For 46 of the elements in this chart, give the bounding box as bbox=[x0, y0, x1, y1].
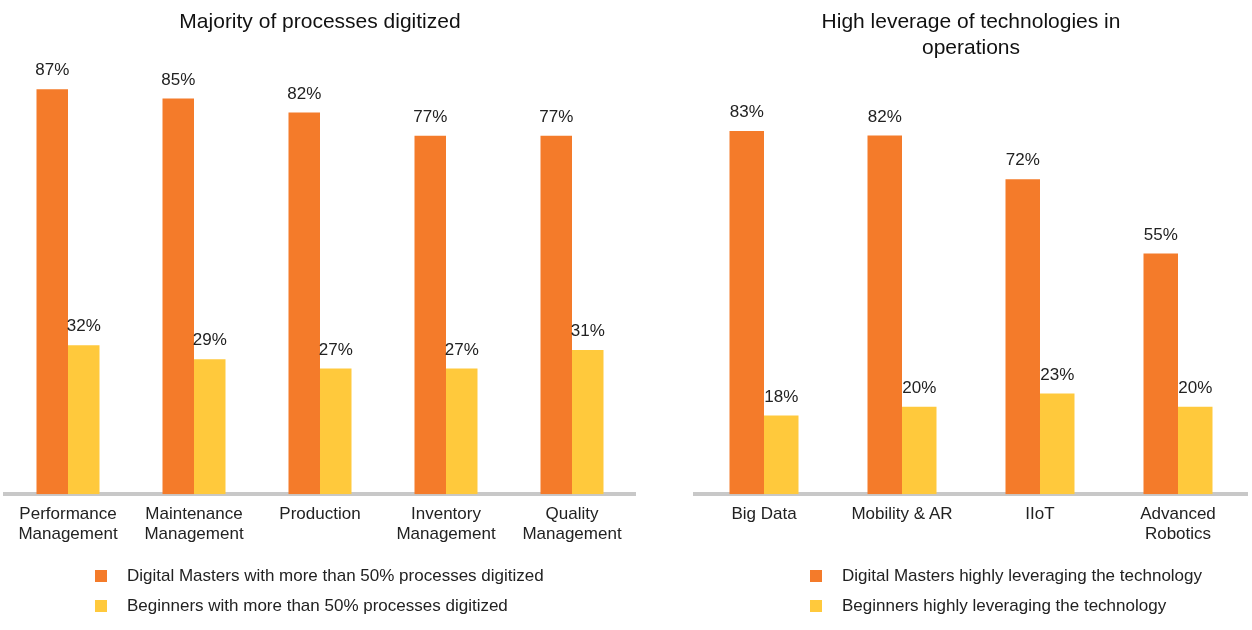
data-label: 72% bbox=[1005, 150, 1040, 170]
x-tick-label: Advanced Robotics bbox=[1140, 504, 1216, 544]
data-label: 55% bbox=[1143, 224, 1178, 244]
data-label: 82% bbox=[867, 106, 902, 126]
chart-title: Majority of processes digitized bbox=[179, 9, 461, 33]
bar bbox=[902, 406, 937, 495]
data-label: 82% bbox=[287, 83, 322, 103]
bar bbox=[194, 359, 226, 495]
data-label: 20% bbox=[902, 377, 937, 397]
bar bbox=[1178, 406, 1213, 495]
bar bbox=[1143, 253, 1178, 495]
bar bbox=[68, 345, 100, 495]
bar bbox=[288, 112, 320, 495]
bar bbox=[446, 368, 478, 495]
legend-label: Beginners with more than 50% processes digitized bbox=[127, 596, 508, 616]
legend-label: Digital Masters with more than 50% processes digitized bbox=[127, 566, 544, 586]
data-label: 18% bbox=[764, 386, 799, 406]
data-label: 20% bbox=[1178, 377, 1213, 397]
data-label: 83% bbox=[729, 102, 764, 122]
bar bbox=[764, 415, 799, 495]
data-label: 23% bbox=[1040, 364, 1075, 384]
bar bbox=[867, 135, 902, 495]
x-tick-label: Maintenance Management bbox=[144, 504, 244, 544]
x-tick-label: Mobility & AR bbox=[851, 504, 953, 524]
legend-label: Digital Masters highly leveraging the technology bbox=[842, 566, 1203, 586]
bar bbox=[162, 98, 194, 495]
data-label: 77% bbox=[413, 106, 448, 126]
data-label: 85% bbox=[161, 69, 196, 89]
data-label: 87% bbox=[35, 60, 70, 80]
x-tick-label: Big Data bbox=[731, 504, 798, 524]
x-tick-label: Performance Management bbox=[18, 504, 118, 544]
x-tick-label: Quality Management bbox=[522, 504, 622, 544]
chart-title: High leverage of technologies in operations bbox=[821, 9, 1121, 58]
data-label: 77% bbox=[539, 106, 574, 126]
bar bbox=[414, 135, 446, 495]
bar bbox=[572, 349, 604, 495]
bar bbox=[1040, 393, 1075, 495]
bar bbox=[1005, 179, 1040, 495]
x-tick-label: IIoT bbox=[1025, 504, 1055, 524]
bar bbox=[540, 135, 572, 495]
bar bbox=[729, 131, 764, 495]
bar bbox=[36, 89, 68, 495]
legend-label: Beginners highly leveraging the technology bbox=[842, 596, 1167, 616]
bar bbox=[320, 368, 352, 495]
x-tick-label: Production bbox=[279, 504, 361, 524]
x-tick-label: Inventory Management bbox=[396, 504, 496, 544]
